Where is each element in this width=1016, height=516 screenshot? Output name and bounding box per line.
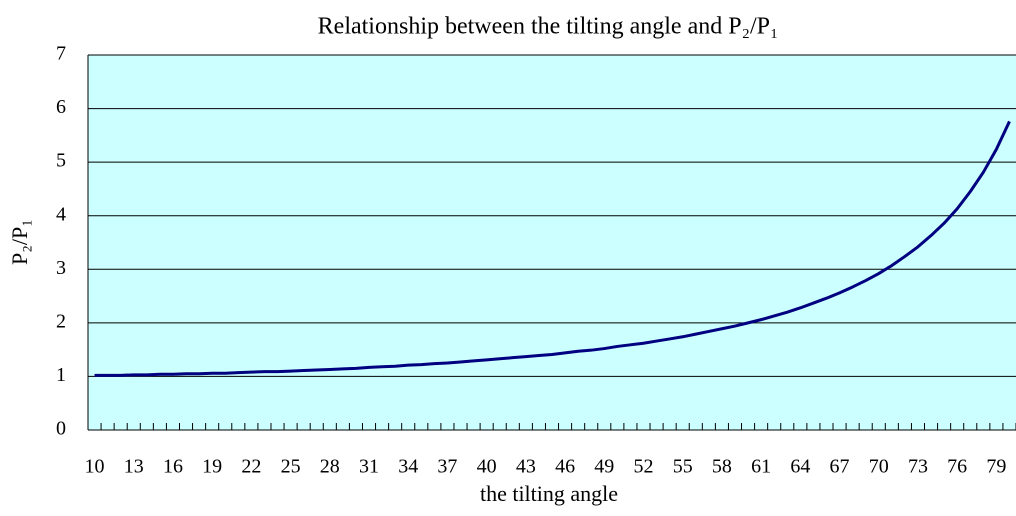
x-tick-label: 34 bbox=[398, 456, 418, 478]
y-tick-label: 0 bbox=[56, 418, 66, 440]
x-tick-label: 73 bbox=[908, 456, 928, 478]
x-tick-label: 61 bbox=[751, 456, 771, 478]
y-tick-label: 1 bbox=[56, 364, 66, 386]
x-tick-label: 10 bbox=[85, 456, 105, 478]
y-tick-label: 5 bbox=[56, 150, 66, 172]
y-tick-label: 6 bbox=[56, 96, 66, 118]
x-tick-label: 25 bbox=[281, 456, 301, 478]
x-tick-label: 19 bbox=[202, 456, 222, 478]
x-tick-label: 37 bbox=[437, 456, 457, 478]
x-tick-label: 64 bbox=[790, 456, 810, 478]
x-tick-label: 70 bbox=[869, 456, 889, 478]
x-tick-label: 31 bbox=[359, 456, 379, 478]
x-tick-label: 49 bbox=[594, 456, 614, 478]
x-tick-label: 52 bbox=[633, 456, 653, 478]
x-tick-label: 76 bbox=[947, 456, 967, 478]
y-tick-label: 7 bbox=[56, 43, 66, 65]
x-tick-label: 67 bbox=[830, 456, 850, 478]
x-tick-label: 55 bbox=[673, 456, 693, 478]
x-tick-label: 13 bbox=[124, 456, 144, 478]
x-tick-label: 40 bbox=[477, 456, 497, 478]
plot-area bbox=[88, 55, 1016, 430]
y-tick-label: 2 bbox=[56, 310, 66, 332]
x-tick-label: 28 bbox=[320, 456, 340, 478]
y-tick-label: 4 bbox=[56, 203, 66, 225]
x-tick-label: 46 bbox=[555, 456, 575, 478]
x-tick-label: 79 bbox=[986, 456, 1006, 478]
x-axis-title: the tilting angle bbox=[480, 481, 618, 506]
data-line bbox=[94, 120, 1011, 377]
x-tick-label: 58 bbox=[712, 456, 732, 478]
x-tick-label: 22 bbox=[241, 456, 261, 478]
chart-title: Relationship between the tilting angle a… bbox=[318, 14, 779, 40]
y-axis-title: P₂/P₁ bbox=[7, 219, 32, 265]
y-tick-label: 3 bbox=[56, 257, 66, 279]
x-tick-label: 43 bbox=[516, 456, 536, 478]
x-tick-label: 16 bbox=[163, 456, 183, 478]
